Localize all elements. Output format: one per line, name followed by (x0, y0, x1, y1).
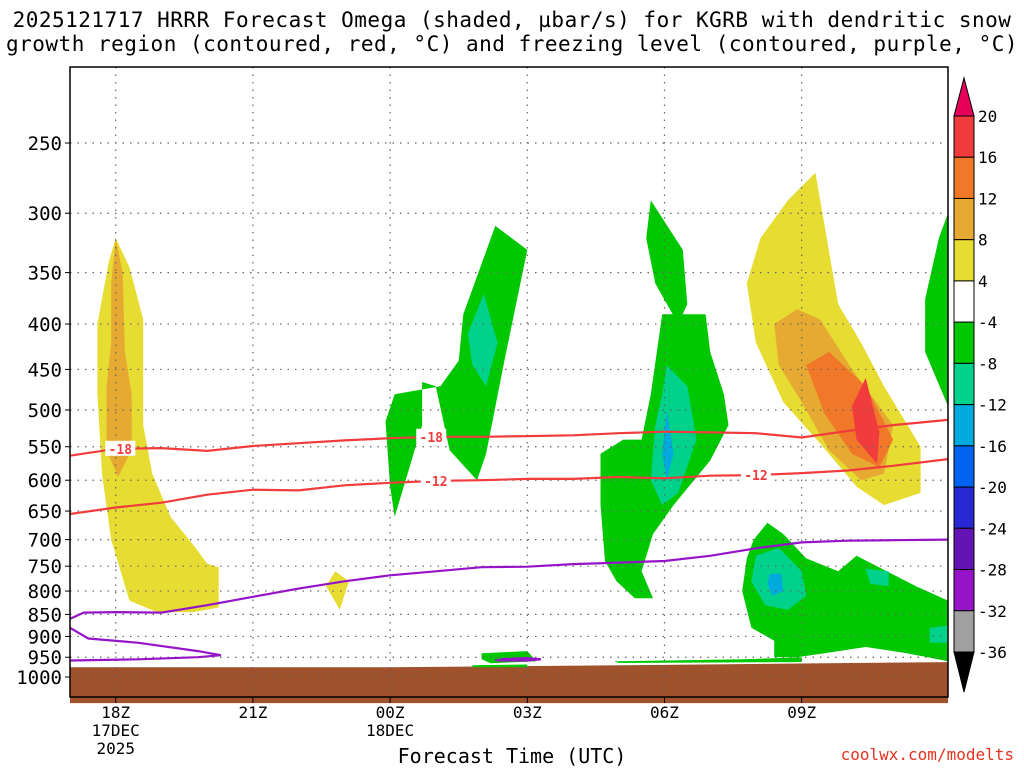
colorbar-swatch (953, 569, 975, 612)
colorbar-label: -36 (978, 643, 1007, 662)
omega-cell-omega-neg-4-8 (742, 522, 948, 662)
y-tick-label-650: 650 (28, 501, 62, 523)
y-tick-label-600: 600 (28, 470, 62, 492)
colorbar-swatch (953, 280, 975, 323)
omega-cell-terrain (70, 662, 948, 704)
colorbar-label: 16 (978, 148, 997, 167)
omega-cell-omega-pos-4-8 (746, 172, 921, 506)
y-tick-label-350: 350 (28, 263, 62, 285)
colorbar-top-triangle (953, 76, 975, 117)
colorbar-label: 8 (978, 231, 988, 250)
y-tick-label-500: 500 (28, 400, 62, 422)
omega-cell-omega-neg-4-8 (925, 213, 948, 407)
colorbar-swatch (953, 362, 975, 406)
contour-layer: -18 -18 -12 -12 (69, 418, 949, 662)
colorbar-label: -28 (978, 561, 1007, 580)
omega-shading-layer (70, 172, 948, 704)
colorbar-bottom-triangle (953, 651, 975, 693)
colorbar-label: -12 (978, 396, 1007, 415)
omega-cell-omega-pos-16-20 (852, 377, 880, 464)
contour-label-bg (740, 467, 771, 483)
omega-cell-omega-neg-4-8 (385, 225, 528, 517)
colorbar-label: -32 (978, 602, 1007, 621)
x-tick-label-18dec: 18DEC (366, 721, 414, 740)
omega-cell-omega-neg-8-12 (650, 365, 697, 506)
y-tick-label-750: 750 (28, 556, 62, 578)
contour-line-0 (69, 538, 949, 620)
y-tick-label-700: 700 (28, 530, 62, 552)
omega-cell-omega-pos-4-8 (326, 571, 349, 610)
y-tick-label-950: 950 (28, 647, 62, 669)
colorbar-label: -16 (978, 437, 1007, 456)
omega-cell-omega-pos-4-8 (97, 238, 219, 613)
colorbar-swatch (953, 197, 975, 241)
y-tick-label-1000: 1000 (16, 667, 62, 689)
x-axis-label: Forecast Time (UTC) (397, 744, 627, 768)
x-tick-label-21z: 21Z (238, 703, 267, 722)
colorbar-swatch (953, 239, 975, 282)
chart-title-line-1: 2025121717 HRRR Forecast Omega (shaded, … (12, 8, 1012, 32)
omega-cell-omega-neg-12-16 (767, 573, 784, 596)
x-tick-label-03z: 03Z (513, 703, 542, 722)
source-credit: coolwx.com/modelts (840, 745, 1014, 764)
colorbar-label: 20 (978, 107, 997, 126)
x-tick-label-18z: 18Z (101, 703, 130, 722)
contour-label-bg (105, 440, 136, 456)
contour-line-0-lower (69, 626, 222, 662)
plot-frame (69, 66, 949, 698)
omega-cell-omega-pos-8-12 (106, 238, 132, 477)
colorbar-label: -4 (978, 313, 997, 332)
contour-label--18: -18 (109, 443, 133, 458)
x-tick-label-2025: 2025 (96, 739, 135, 758)
colorbar-label: -8 (978, 354, 997, 373)
y-tick-label-400: 400 (28, 314, 62, 336)
chart-title-line-2: growth region (contoured, red, °C) and f… (5, 32, 1019, 56)
colorbar-label: -24 (978, 519, 1007, 538)
colorbar-label: 4 (978, 272, 988, 291)
contour-label-bg (420, 472, 451, 488)
omega-cell-omega-neg-4-8 (646, 200, 688, 324)
colorbar-swatch (953, 610, 975, 653)
contour-label--12: -12 (424, 475, 447, 490)
colorbar-swatch (953, 115, 975, 158)
y-tick-label-450: 450 (28, 359, 62, 381)
colorbar-swatch (953, 321, 975, 364)
colorbar-swatch (953, 445, 975, 488)
omega-cell-omega-neg-8-12 (865, 568, 889, 587)
y-tick-label-300: 300 (28, 203, 62, 225)
x-tick-label-17dec: 17DEC (92, 721, 140, 740)
omega-cell-omega-neg-8-12 (929, 625, 948, 643)
omega-cell-omega-neg-4-8 (472, 664, 528, 668)
omega-colorbar: 20 16 12 8 4 -4 -8 -12 -16 -20 -24 -28 -32 -36 (953, 76, 1007, 693)
omega-cell-omega-neg-8-12 (467, 294, 498, 387)
y-axis-ticks: 2503003504004505005506006507007508008509… (16, 133, 70, 689)
contour-label-bg (416, 428, 447, 444)
y-tick-label-800: 800 (28, 581, 62, 603)
y-tick-label-250: 250 (28, 133, 62, 155)
contour-label--12: -12 (744, 469, 767, 484)
colorbar-label: -20 (978, 478, 1007, 497)
contour-line-0-small-loop (495, 656, 542, 662)
x-tick-label-06z: 06Z (650, 703, 679, 722)
colorbar-swatch (953, 527, 975, 571)
colorbar-swatch (953, 156, 975, 199)
contour-line--18 (69, 418, 949, 457)
grid-lines (70, 67, 948, 697)
contour-line--12 (69, 458, 949, 516)
x-tick-label-00z: 00Z (376, 703, 405, 722)
y-tick-label-900: 900 (28, 626, 62, 648)
y-tick-label-550: 550 (28, 437, 62, 459)
x-tick-label-09z: 09Z (787, 703, 816, 722)
colorbar-swatch (953, 486, 975, 529)
y-tick-label-850: 850 (28, 604, 62, 626)
contour-label--18: -18 (420, 431, 444, 446)
colorbar-swatch (953, 404, 975, 447)
omega-cell-omega-neg-4-8 (614, 657, 802, 663)
colorbar-label: 12 (978, 189, 997, 208)
plot-border (69, 66, 949, 698)
